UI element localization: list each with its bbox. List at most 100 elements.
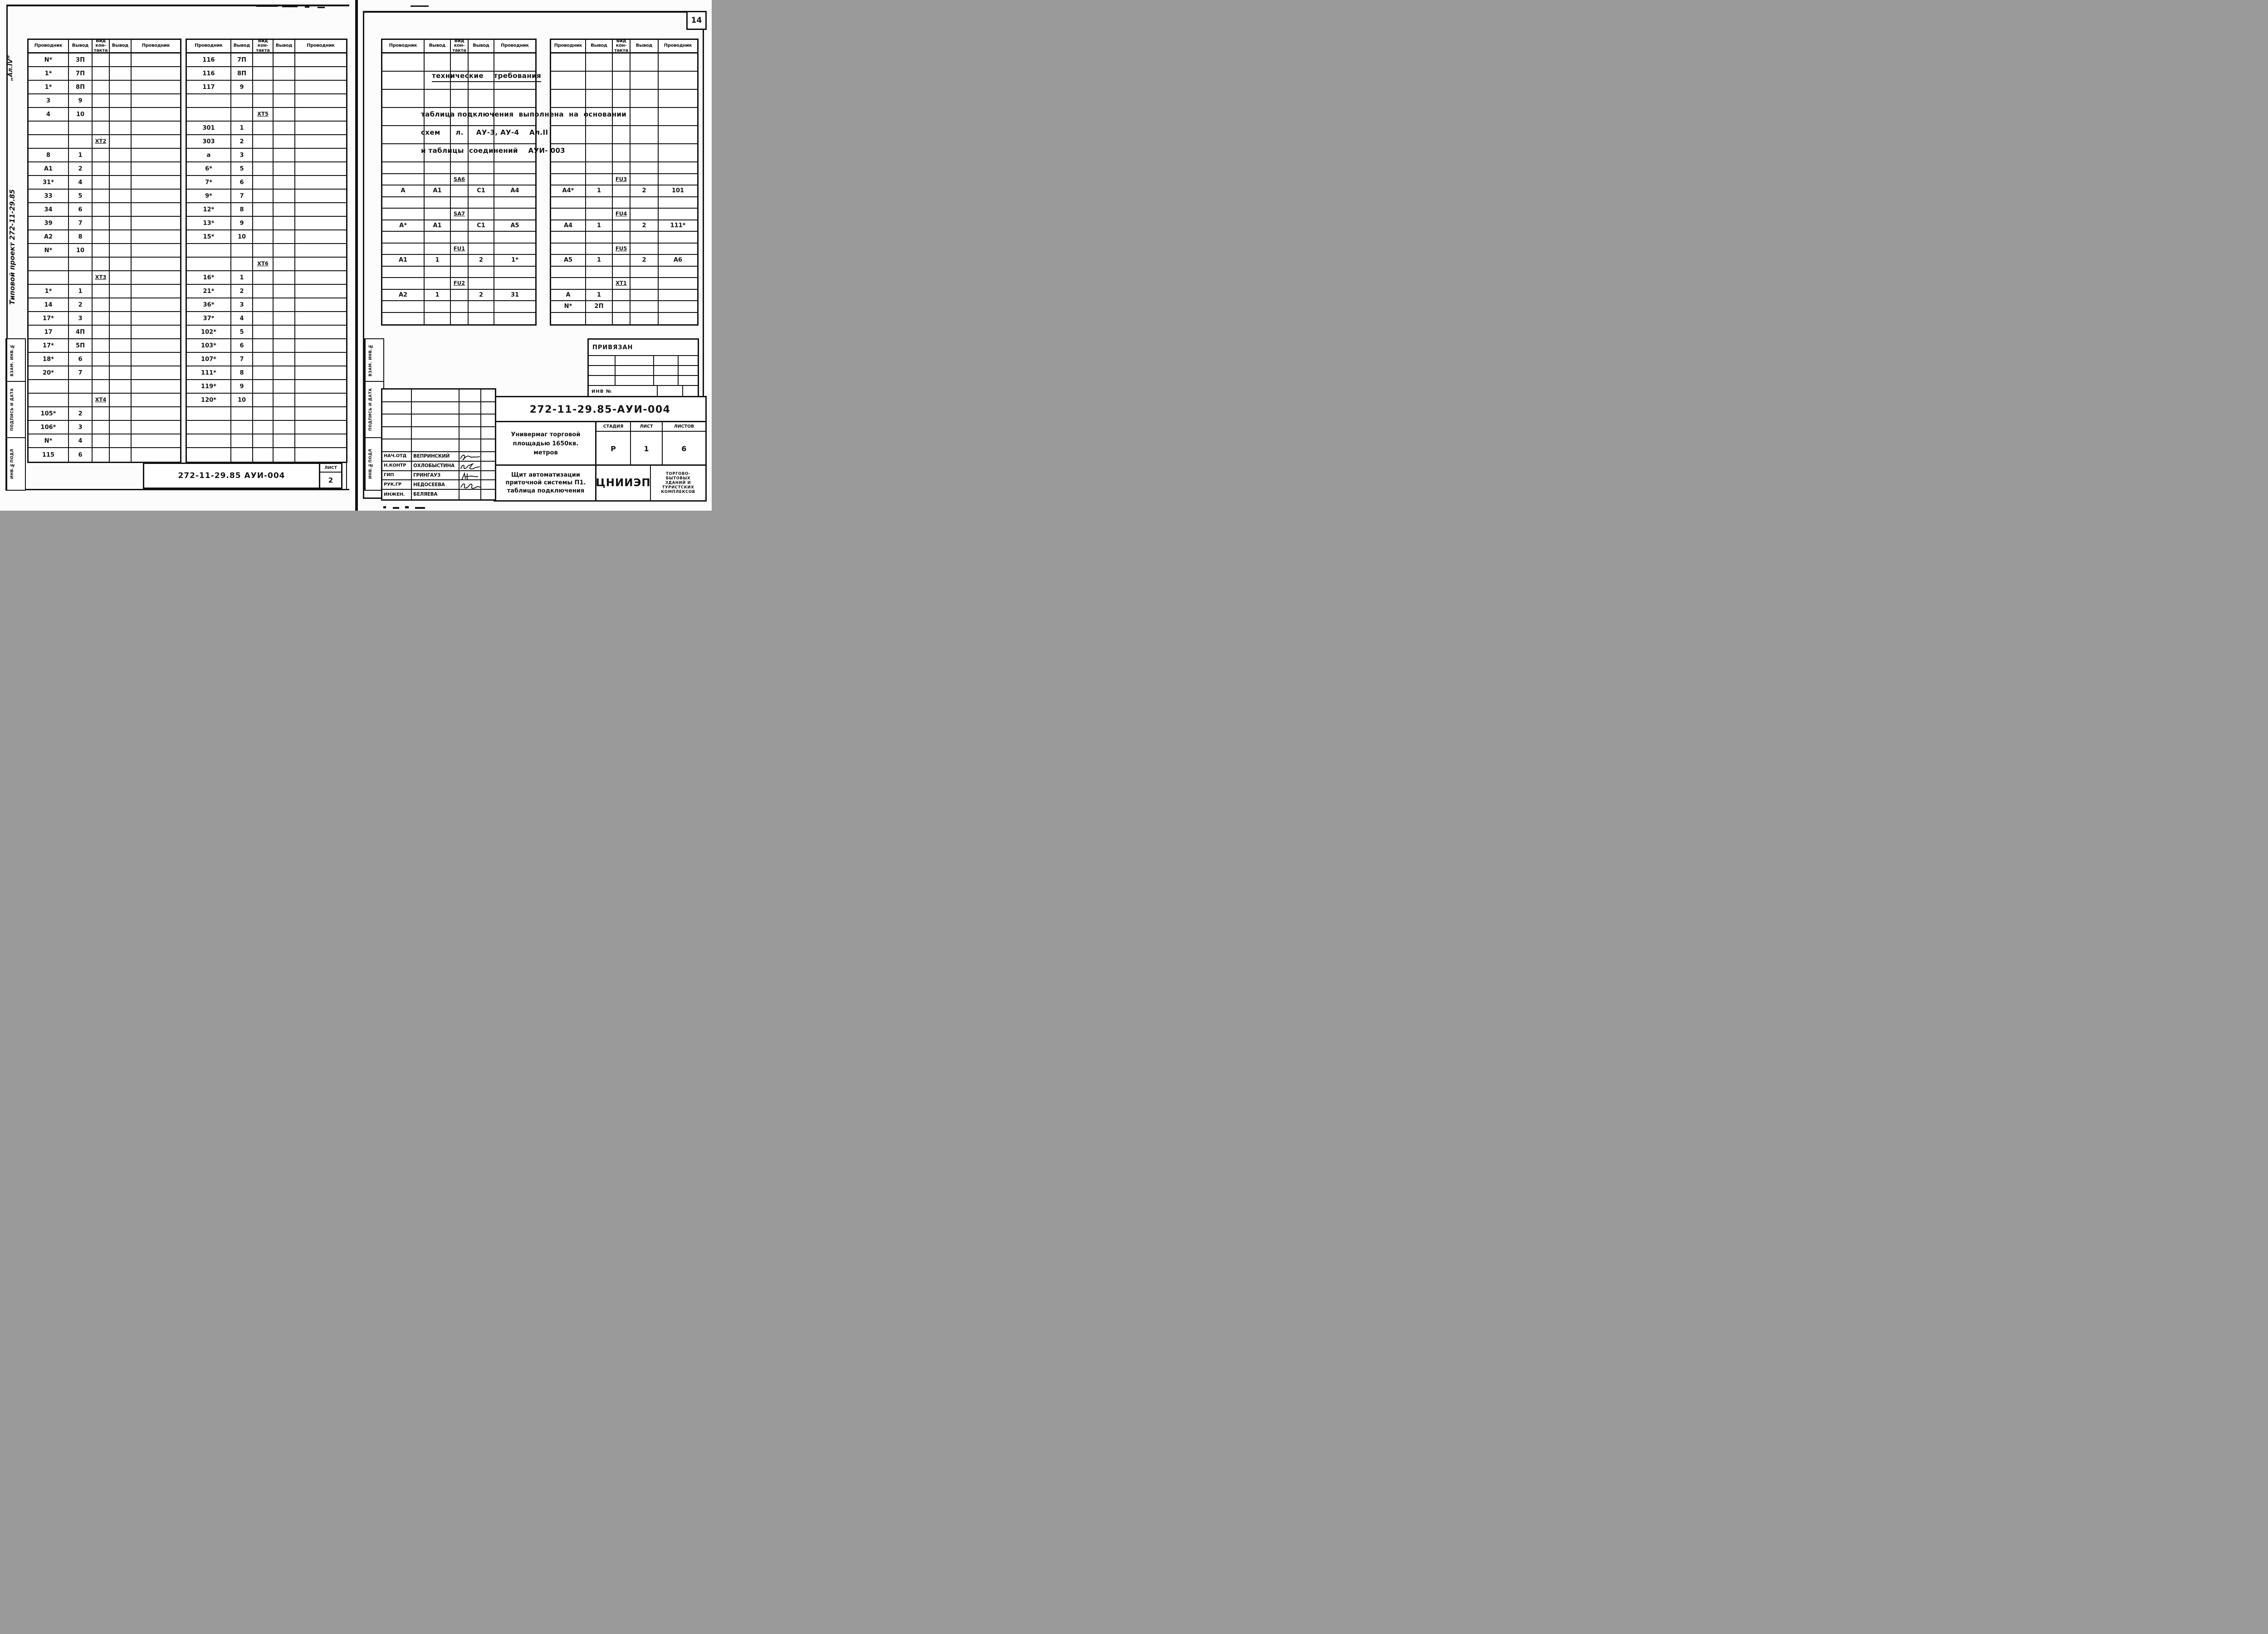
table-cell-empty xyxy=(631,54,659,72)
right-page-right-border xyxy=(703,11,704,499)
table-cell-empty xyxy=(253,149,274,162)
table-cell: N* xyxy=(29,54,69,67)
table-cell-empty xyxy=(132,203,180,217)
stamp-label: ИНВ.№ПОДЛ xyxy=(6,438,17,490)
table-cell: 2 xyxy=(69,162,93,176)
table-cell-empty xyxy=(295,94,346,108)
table-cell: FU5 xyxy=(613,243,631,255)
table-cell-empty xyxy=(586,108,613,126)
table-cell-empty xyxy=(253,407,274,421)
table-cell-empty xyxy=(132,407,180,421)
table-cell: 21* xyxy=(187,285,231,298)
table-header-cell: Вид кон- такта xyxy=(613,39,631,54)
table-header-cell: Вид кон- такта xyxy=(93,39,110,54)
table-cell-empty xyxy=(494,126,535,144)
table-cell-empty xyxy=(631,278,659,290)
table-cell: 1* xyxy=(29,81,69,94)
table-cell: XT3 xyxy=(93,271,110,285)
margin-album-note: „Ал.IV” xyxy=(7,55,14,81)
table-cell: 2 xyxy=(631,220,659,232)
table-cell-empty xyxy=(274,366,295,380)
table-cell-empty xyxy=(494,162,535,174)
table-cell-empty xyxy=(132,135,180,149)
table-cell-empty xyxy=(93,366,110,380)
table-cell-empty xyxy=(382,90,425,108)
table-cell-empty xyxy=(586,162,613,174)
stage-value: Р xyxy=(596,432,631,466)
table-cell-empty xyxy=(551,174,586,185)
table-cell-empty xyxy=(459,471,481,481)
table-cell-empty xyxy=(295,285,346,298)
table-cell-empty xyxy=(93,380,110,394)
table-cell: 2 xyxy=(631,185,659,197)
stamp-label: ВЗАМ. ИНВ.№ xyxy=(365,339,376,381)
table-cell-empty xyxy=(231,244,253,258)
table-cell-empty xyxy=(451,90,469,108)
table-cell-empty xyxy=(274,312,295,326)
table-cell: 16* xyxy=(187,271,231,285)
table-cell: ОХЛОБЫСТИНА xyxy=(412,461,459,471)
table-cell-empty xyxy=(274,162,295,176)
table-cell-empty xyxy=(132,312,180,326)
table-cell: 117 xyxy=(187,81,231,94)
table-cell-empty xyxy=(494,266,535,278)
table-cell: 31 xyxy=(494,289,535,301)
table-cell-empty xyxy=(613,144,631,162)
table-cell-empty xyxy=(451,185,469,197)
scan-artifact-dash xyxy=(411,5,429,7)
table-cell: НАЧ.ОТД xyxy=(382,452,412,462)
table-cell-empty xyxy=(110,230,132,244)
table-cell-empty xyxy=(412,427,459,440)
table-cell-empty xyxy=(459,439,481,452)
table-cell-empty xyxy=(274,271,295,285)
table-cell: 102* xyxy=(187,326,231,339)
table-cell-empty xyxy=(382,108,425,126)
table-cell: 2 xyxy=(469,255,494,267)
table-cell-empty xyxy=(586,144,613,162)
table-cell-empty xyxy=(110,258,132,271)
table-cell: 15* xyxy=(187,230,231,244)
footer-doc-box: 272-11-29.85 АУИ-004 ЛИСТ 2 xyxy=(143,463,342,489)
table-cell: 10 xyxy=(231,394,253,407)
table-cell-empty xyxy=(494,209,535,220)
table-cell: 111* xyxy=(187,366,231,380)
table-cell-empty xyxy=(93,81,110,94)
table-cell-empty xyxy=(274,122,295,135)
table-cell-empty xyxy=(494,144,535,162)
stamp-box-podpis-data: ПОДПИСЬ И ДАТА xyxy=(5,381,26,438)
table-cell-empty xyxy=(659,174,697,185)
table-cell-empty xyxy=(469,197,494,209)
table-cell: 7П xyxy=(231,54,253,67)
table-cell-empty xyxy=(274,298,295,312)
table-cell-empty xyxy=(494,54,535,72)
table-cell-empty xyxy=(586,312,613,324)
table-cell-empty xyxy=(425,108,451,126)
table-cell-empty xyxy=(93,176,110,190)
table-cell-empty xyxy=(132,380,180,394)
table-cell: 1 xyxy=(425,289,451,301)
table-cell-empty xyxy=(481,452,495,462)
scan-artifact-dash xyxy=(318,7,325,8)
table-cell-empty xyxy=(631,126,659,144)
table-cell-empty xyxy=(425,162,451,174)
table-cell-empty xyxy=(132,217,180,230)
table-cell: 105* xyxy=(29,407,69,421)
privyazan-empty-cell xyxy=(658,386,683,397)
stamp-empty-cell xyxy=(376,339,383,381)
table-cell-empty xyxy=(253,285,274,298)
table-cell-empty xyxy=(451,108,469,126)
wiring-table-right-c: Проводник Вывод Вид кон- такта Вывод Проводн… xyxy=(381,39,537,326)
table-cell-empty xyxy=(253,421,274,434)
table-cell: С1 xyxy=(469,185,494,197)
left-page-footer-edge xyxy=(346,463,347,490)
table-cell-empty xyxy=(295,190,346,203)
table-cell-empty xyxy=(231,258,253,271)
table-cell-empty xyxy=(295,230,346,244)
page-divider xyxy=(355,0,358,511)
table-cell-empty xyxy=(425,174,451,185)
table-cell-empty xyxy=(425,209,451,220)
table-cell: А6 xyxy=(659,255,697,267)
table-cell-empty xyxy=(613,72,631,90)
table-cell: ГИП xyxy=(382,471,412,481)
table-cell-empty xyxy=(110,421,132,434)
